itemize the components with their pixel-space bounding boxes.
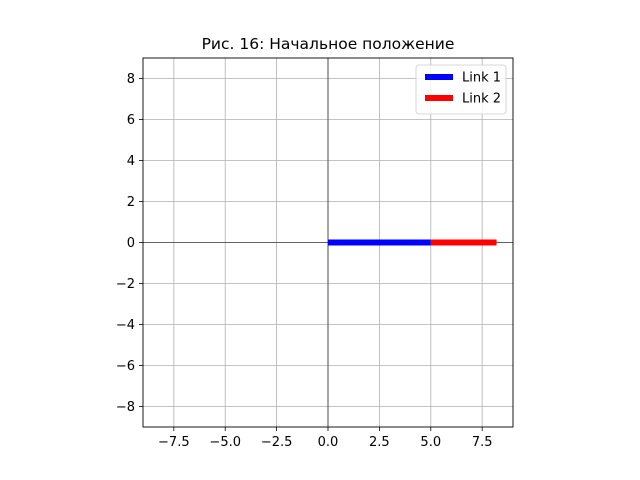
- y-tick-label: 0: [127, 236, 135, 251]
- legend-label-link-2: Link 2: [462, 92, 501, 107]
- x-tick-label: 5.0: [420, 435, 441, 450]
- x-tick-label: 2.5: [369, 435, 390, 450]
- y-tick-label: 2: [127, 195, 135, 210]
- chart-title: Рис. 16: Начальное положение: [202, 35, 455, 53]
- x-tick-label: −7.5: [158, 435, 190, 450]
- y-tick-label: 4: [127, 154, 135, 169]
- y-tick-label: −6: [116, 359, 135, 374]
- x-tick-label: −5.0: [209, 435, 241, 450]
- y-tick-label: −8: [116, 400, 135, 415]
- y-tick-label: −4: [116, 318, 135, 333]
- x-tick-label: 0.0: [318, 435, 339, 450]
- y-tick-label: 6: [127, 113, 135, 128]
- y-tick-label: 8: [127, 72, 135, 87]
- y-tick-label: −2: [116, 277, 135, 292]
- x-tick-label: 7.5: [472, 435, 493, 450]
- x-tick-label: −2.5: [261, 435, 293, 450]
- legend-label-link-1: Link 1: [462, 71, 501, 86]
- ticks: −7.5 −5.0 −2.5 0.0 2.5 5.0 7.5 −8 −6 −4 −2 0 2 4 6 8: [116, 72, 493, 450]
- legend: Link 1 Link 2: [415, 64, 507, 115]
